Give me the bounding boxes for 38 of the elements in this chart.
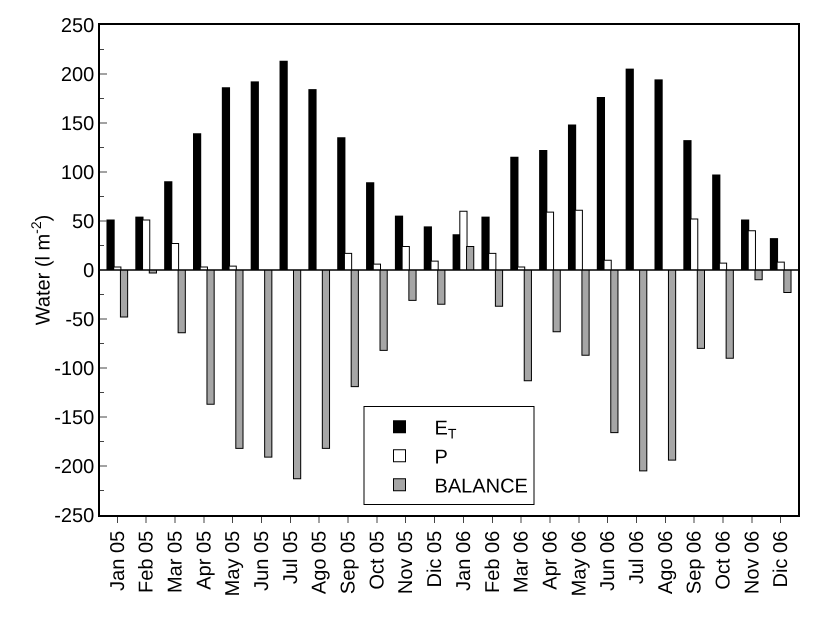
legend-label: P — [434, 446, 448, 468]
x-tick-label: May 05 — [222, 530, 244, 596]
x-tick-label: Sep 05 — [338, 530, 360, 594]
x-tick-label: Ago 06 — [654, 530, 677, 594]
x-tick-label: Oct 05 — [366, 530, 388, 590]
y-tick-label: -150 — [54, 407, 94, 429]
x-tick-label: Oct 06 — [712, 530, 735, 590]
x-tick-label: Jun 05 — [251, 530, 274, 591]
x-tick-label: Dic 05 — [424, 530, 446, 588]
y-tick-label: 0 — [83, 260, 94, 282]
x-tick-label: May 06 — [568, 530, 590, 596]
legend-label: BALANCE — [434, 476, 528, 498]
x-tick-label: Feb 05 — [136, 530, 158, 594]
x-tick-label: Apr 06 — [539, 530, 562, 590]
x-tick-label: Feb 06 — [482, 530, 504, 594]
x-tick-label: Mar 05 — [164, 530, 186, 593]
y-tick-label: 50 — [72, 211, 94, 233]
x-tick-label: Jul 06 — [626, 530, 648, 584]
x-tick-label: Sep 06 — [684, 530, 706, 594]
x-tick-label: Apr 05 — [193, 530, 216, 590]
x-tick-label: Jul 05 — [280, 530, 302, 584]
y-tick-label: -100 — [54, 358, 94, 380]
x-tick-label: Nov 06 — [741, 530, 764, 594]
y-tick-label: 100 — [60, 162, 94, 184]
x-tick-label: Nov 05 — [395, 530, 418, 594]
x-tick-label: Mar 06 — [510, 530, 533, 593]
x-tick-label: Jun 06 — [597, 530, 620, 591]
x-tick-label: Jan 05 — [106, 530, 129, 591]
legend-label: E$_{T}$ — [434, 418, 457, 442]
x-tick-label: Dic 06 — [770, 530, 792, 588]
x-tick-label: Ago 05 — [308, 530, 331, 594]
y-tick-label: -250 — [54, 505, 94, 527]
y-tick-label: -50 — [65, 309, 94, 331]
y-tick-label: 200 — [60, 64, 94, 86]
x-tick-label: Jan 06 — [452, 530, 475, 591]
y-tick-label: 250 — [60, 15, 94, 37]
y-tick-label: 150 — [60, 113, 94, 135]
y-tick-label: -200 — [54, 456, 94, 478]
